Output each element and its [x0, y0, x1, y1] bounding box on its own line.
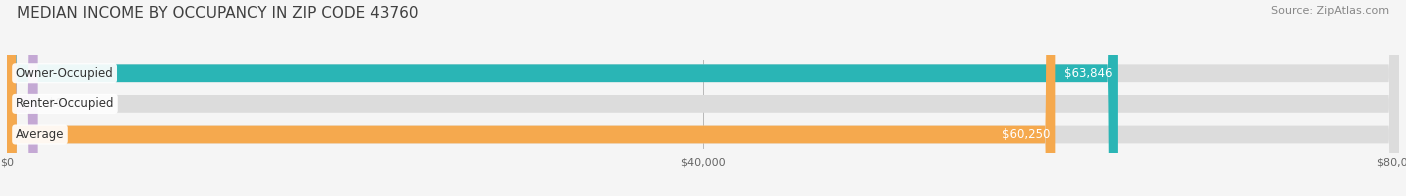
FancyBboxPatch shape [7, 0, 1118, 196]
Text: Owner-Occupied: Owner-Occupied [15, 67, 114, 80]
FancyBboxPatch shape [7, 0, 1399, 196]
Text: $0: $0 [48, 97, 63, 110]
Text: $63,846: $63,846 [1064, 67, 1112, 80]
Text: MEDIAN INCOME BY OCCUPANCY IN ZIP CODE 43760: MEDIAN INCOME BY OCCUPANCY IN ZIP CODE 4… [17, 6, 419, 21]
Text: Renter-Occupied: Renter-Occupied [15, 97, 114, 110]
Text: $60,250: $60,250 [1001, 128, 1050, 141]
Text: Average: Average [15, 128, 65, 141]
FancyBboxPatch shape [7, 0, 38, 196]
FancyBboxPatch shape [7, 0, 1056, 196]
Text: Source: ZipAtlas.com: Source: ZipAtlas.com [1271, 6, 1389, 16]
FancyBboxPatch shape [7, 0, 1399, 196]
FancyBboxPatch shape [7, 0, 1399, 196]
